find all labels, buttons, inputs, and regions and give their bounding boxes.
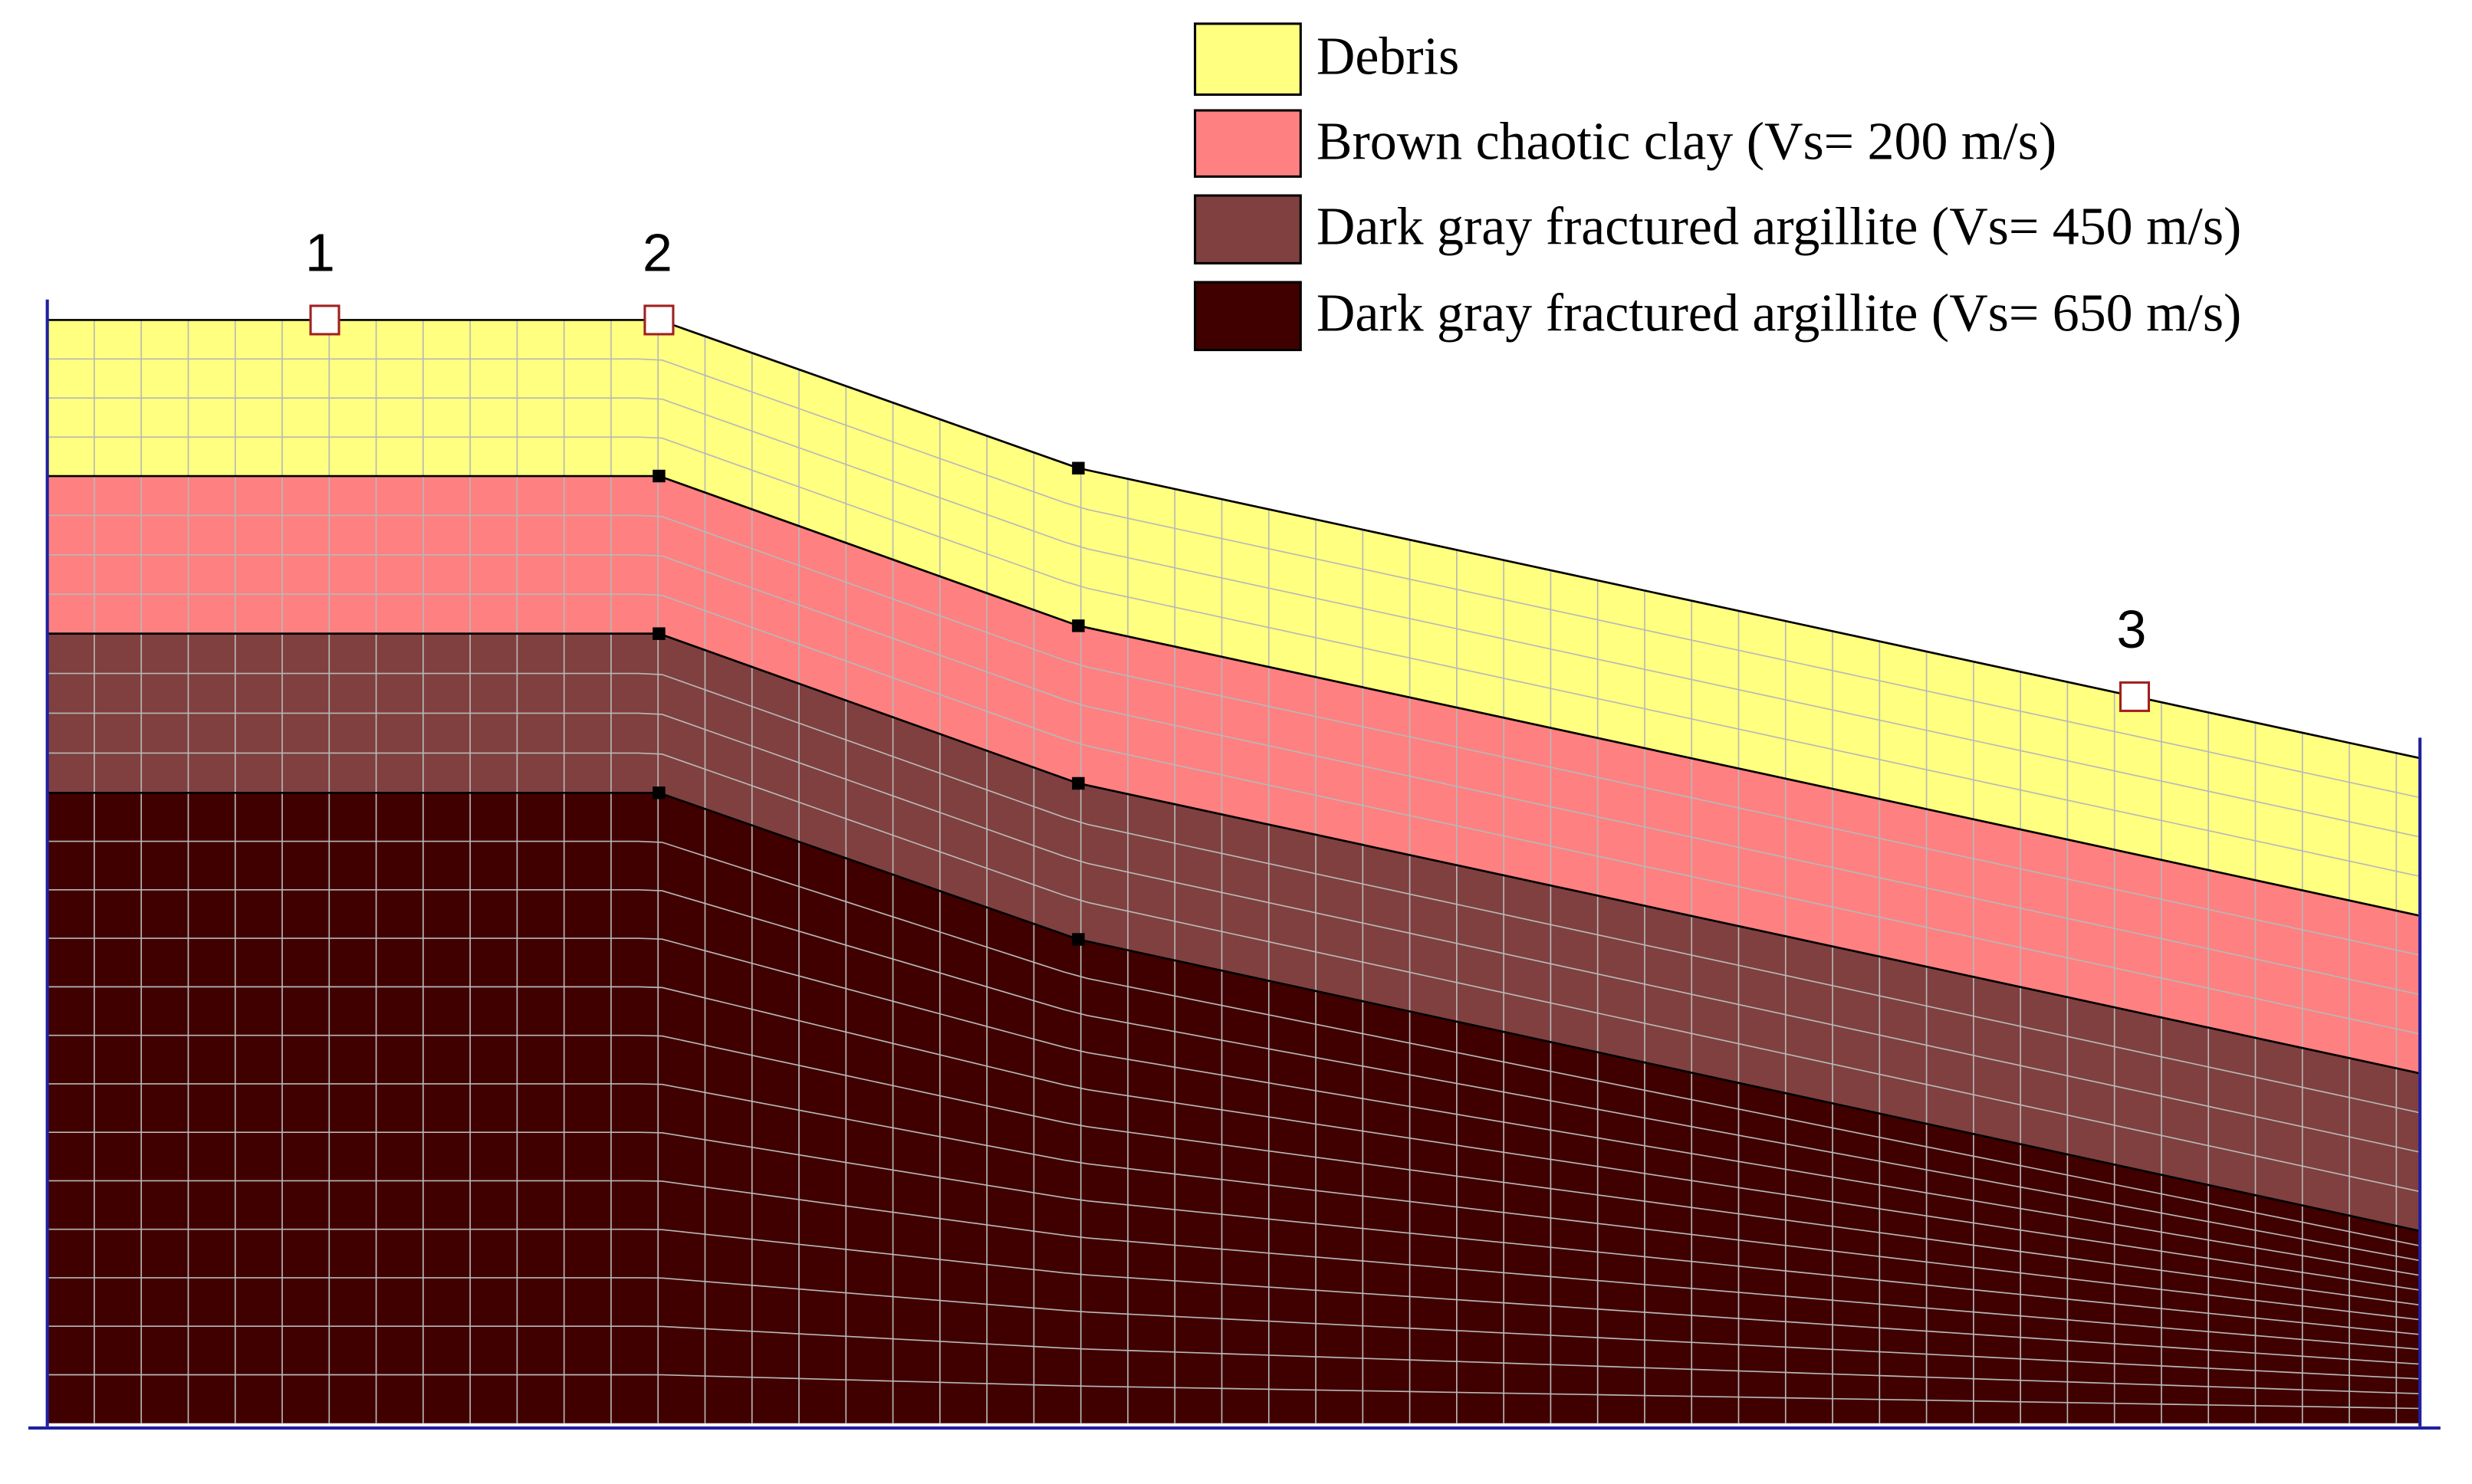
node — [1072, 619, 1085, 632]
mesh-line — [47, 1277, 2421, 1380]
boundary — [47, 474, 2421, 917]
layer-boundaries — [47, 319, 2421, 1233]
boundary — [47, 319, 2421, 760]
mesh-line — [47, 986, 2421, 1291]
point-marker — [2119, 681, 2151, 712]
mesh-line — [47, 358, 2421, 799]
mesh-line — [47, 1325, 2421, 1394]
mesh-line — [47, 554, 2421, 996]
mesh-line — [47, 397, 2421, 838]
mesh-line — [47, 712, 2421, 1153]
mesh-line — [47, 1034, 2421, 1306]
mesh-line — [47, 514, 2421, 956]
nodes — [653, 461, 1085, 946]
point-marker — [643, 304, 675, 336]
legend-swatch — [1193, 22, 1302, 96]
soil-layers — [47, 320, 2421, 1423]
legend-label: Dark gray fractured argillite (Vs= 650 m… — [1317, 284, 2241, 343]
legend-swatch — [1193, 194, 1302, 264]
point-label: 1 — [305, 223, 335, 283]
clay-layer — [47, 476, 2421, 1074]
mesh-line — [47, 1083, 2421, 1321]
mesh-line — [47, 1374, 2421, 1410]
debris-layer — [47, 320, 2421, 916]
node — [653, 627, 666, 640]
argillite-450-layer — [47, 633, 2421, 1231]
node — [1072, 933, 1085, 946]
node — [1072, 776, 1085, 790]
monitoring-points: 1 2 3 — [305, 223, 2151, 712]
mesh-line — [47, 889, 2421, 1262]
mesh-line — [47, 937, 2421, 1276]
mesh — [47, 320, 2421, 1423]
mesh-line — [47, 436, 2421, 878]
mesh-line — [47, 593, 2421, 1035]
node — [1072, 461, 1085, 474]
mesh-line — [47, 1228, 2421, 1365]
point-marker — [309, 304, 340, 336]
supports — [28, 299, 2441, 1430]
legend-label: Brown chaotic clay (Vs= 200 m/s) — [1317, 112, 2056, 171]
legend-label: Debris — [1317, 27, 1459, 86]
legend: Debris Brown chaotic clay (Vs= 200 m/s) … — [1193, 22, 2241, 352]
mesh-line — [47, 752, 2421, 1193]
point-label: 2 — [643, 223, 672, 283]
legend-swatch — [1193, 281, 1302, 352]
legend-swatch — [1193, 109, 1302, 178]
boundary — [47, 791, 2421, 1233]
mesh-line — [47, 1131, 2421, 1335]
point-label: 3 — [2116, 599, 2146, 659]
legend-label: Dark gray fractured argillite (Vs= 450 m… — [1317, 197, 2241, 256]
argillite-650-layer — [47, 793, 2421, 1423]
mesh-line — [47, 840, 2421, 1247]
node — [653, 786, 666, 799]
mesh-line — [47, 672, 2421, 1114]
boundary — [47, 632, 2421, 1075]
node — [653, 469, 666, 483]
mesh-line — [47, 1180, 2421, 1351]
